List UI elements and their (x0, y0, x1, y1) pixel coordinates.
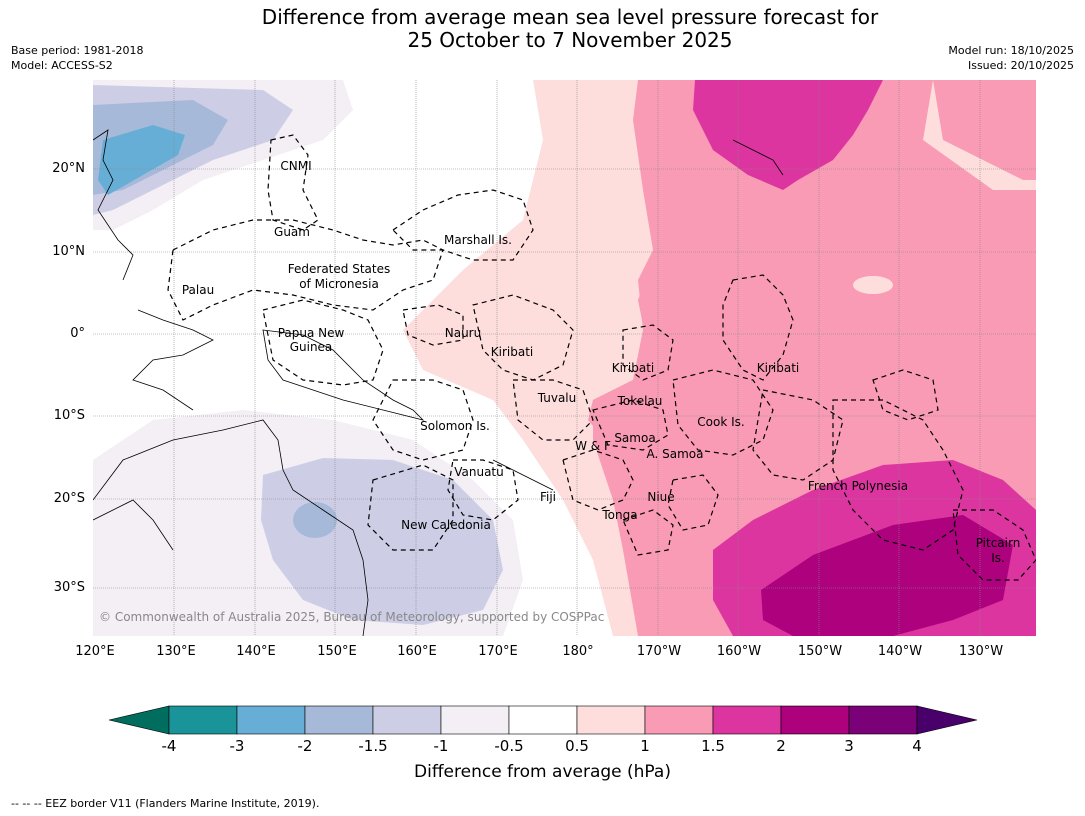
label-pitcairn-1: Pitcairn (976, 536, 1021, 550)
label-marshall: Marshall Is. (444, 233, 512, 247)
field-neg-2 (98, 125, 185, 195)
label-cook: Cook Is. (697, 415, 744, 429)
meta-right: Model run: 18/10/2025 Issued: 20/10/2025 (948, 43, 1074, 73)
title-line-2: 25 October to 7 November 2025 (407, 28, 733, 52)
eez-footnote: -- -- -- EEZ border V11 (Flanders Marine… (11, 797, 320, 810)
label-png-1: Papua New (278, 326, 345, 340)
label-samoa: Samoa (614, 431, 655, 445)
lat-label: 20°N (52, 161, 85, 176)
label-solomon: Solomon Is. (420, 419, 490, 433)
label-kiribati-central: Kiribati (612, 361, 654, 375)
lon-label: 130°W (958, 644, 1004, 659)
label-tonga: Tonga (601, 508, 637, 522)
colorbar-segment (304, 705, 374, 735)
colorbar-tick-label: -0.5 (494, 737, 524, 755)
colorbar-tick-label: 1.5 (701, 737, 725, 755)
colorbar-title: Difference from average (hPa) (414, 762, 671, 782)
field-1-1.5-hole (853, 276, 893, 294)
colorbar-segment (508, 705, 578, 735)
label-nauru: Nauru (445, 326, 481, 340)
lon-label: 150°E (317, 644, 357, 659)
label-fiji: Fiji (540, 490, 556, 504)
colorbar-extend-low (108, 705, 170, 735)
colorbar-tick-label: -1 (433, 737, 449, 755)
issued-date: Issued: 20/10/2025 (967, 59, 1074, 72)
colorbar-segment (236, 705, 306, 735)
label-tuvalu: Tuvalu (537, 391, 577, 405)
label-vanuatu: Vanuatu (454, 465, 504, 479)
label-tokelau: Tokelau (617, 394, 663, 408)
meta-left: Base period: 1981-2018 Model: ACCESS-S2 (11, 43, 143, 73)
field-2-3 (761, 515, 1013, 636)
colorbar-tick-label: -4 (161, 737, 177, 755)
colorbar-tick-label: -3 (229, 737, 245, 755)
label-frpoly: French Polynesia (808, 479, 908, 493)
colorbar-tick-label: 1 (640, 737, 650, 755)
base-period: Base period: 1981-2018 (11, 44, 144, 57)
lon-label: 180° (562, 644, 594, 659)
colorbar-extend-high (916, 705, 978, 735)
label-newcal: New Caledonia (401, 518, 491, 532)
lon-label: 170°E (478, 644, 518, 659)
lon-label: 140°W (877, 644, 923, 659)
map-panel: CNMI Guam Marshall Is. Federated States … (93, 80, 1036, 636)
model-name: Model: ACCESS-S2 (11, 59, 113, 72)
colorbar-segment (576, 705, 646, 735)
colorbar-segment (644, 705, 714, 735)
label-fsm-2: of Micronesia (299, 277, 379, 291)
lat-label: 20°S (53, 491, 85, 506)
field-1.5-2-north (693, 80, 883, 190)
colorbar-tick-label: 0.5 (565, 737, 589, 755)
lon-label: 140°E (236, 644, 276, 659)
copyright-notice: © Commonwealth of Australia 2025, Bureau… (99, 610, 605, 624)
lat-label: 10°N (52, 244, 85, 259)
chart-title: Difference from average mean sea level p… (0, 6, 1085, 52)
label-asamoa: A. Samoa (647, 447, 704, 461)
lon-label: 130°E (156, 644, 196, 659)
label-fsm-1: Federated States (288, 262, 390, 276)
model-run: Model run: 18/10/2025 (948, 44, 1074, 57)
lat-label: 30°S (53, 580, 85, 595)
colorbar-segment (712, 705, 782, 735)
lon-label: 160°E (397, 644, 437, 659)
colorbar (108, 705, 978, 735)
field-neg-1-south (261, 458, 503, 625)
field-neg-1.5-south (293, 502, 337, 538)
label-cnmi: CNMI (280, 159, 311, 173)
colorbar-segment (848, 705, 918, 735)
lon-label: 160°W (716, 644, 762, 659)
colorbar-segment (440, 705, 510, 735)
lon-label: 170°W (636, 644, 682, 659)
colorbar-segment (780, 705, 850, 735)
label-kiribati-west: Kiribati (491, 345, 533, 359)
label-pitcairn-2: Is. (991, 551, 1005, 565)
map-svg: CNMI Guam Marshall Is. Federated States … (93, 80, 1036, 636)
label-niue: Niue (647, 490, 674, 504)
label-guam: Guam (274, 225, 310, 239)
colorbar-tick-label: 4 (912, 737, 922, 755)
colorbar-segment (168, 705, 238, 735)
label-wf: W & F (575, 439, 611, 453)
colorbar-tick-label: 3 (844, 737, 854, 755)
lon-label: 150°W (797, 644, 843, 659)
label-png-2: Guinea (290, 340, 333, 354)
label-palau: Palau (182, 283, 214, 297)
label-kiribati-east: Kiribati (757, 361, 799, 375)
colorbar-tick-label: -1.5 (358, 737, 388, 755)
lon-label: 120°E (75, 644, 115, 659)
coastlines (93, 129, 784, 636)
region-labels: CNMI Guam Marshall Is. Federated States … (182, 159, 1020, 565)
eez-borders (167, 134, 1036, 581)
graticule (93, 80, 1036, 636)
colorbar-tick-label: -2 (297, 737, 313, 755)
colorbar-tick-label: 2 (776, 737, 786, 755)
title-line-1: Difference from average mean sea level p… (261, 5, 879, 29)
colorbar-segment (372, 705, 442, 735)
lat-label: 10°S (53, 408, 85, 423)
lat-label: 0° (70, 326, 85, 341)
